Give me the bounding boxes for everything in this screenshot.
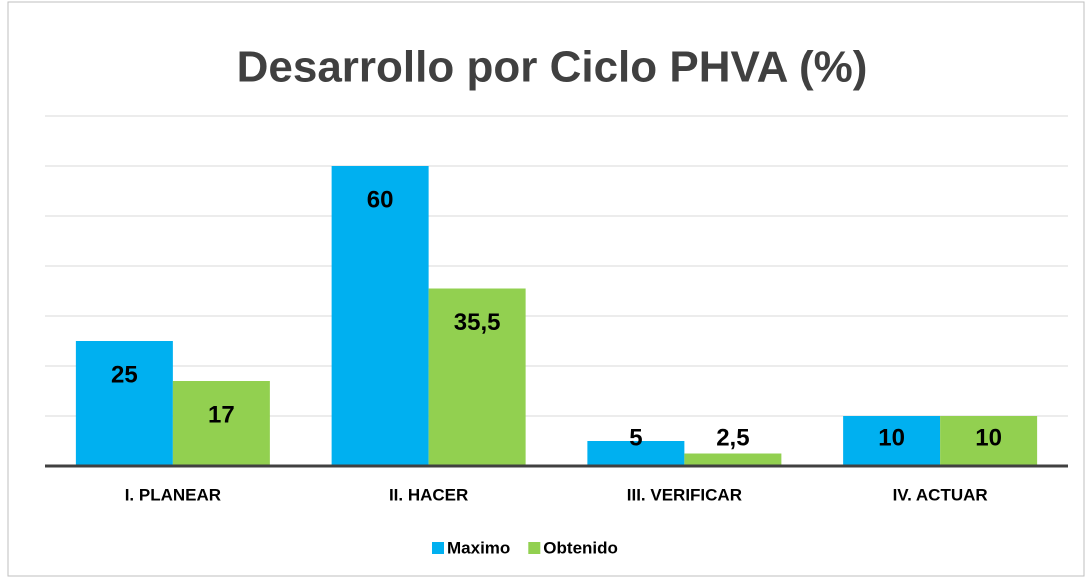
legend-label: Maximo [447, 538, 510, 557]
data-label: 10 [975, 424, 1002, 451]
x-tick-label: II. HACER [389, 485, 468, 504]
data-label: 25 [111, 361, 138, 388]
chart: Desarrollo por Ciclo PHVA (%) I. PLANEAR… [0, 0, 1088, 578]
x-tick-label: IV. ACTUAR [893, 485, 988, 504]
legend-swatch [528, 542, 540, 554]
bar [76, 341, 173, 466]
data-label: 35,5 [454, 309, 501, 336]
data-label: 17 [208, 401, 235, 428]
data-label: 5 [629, 424, 642, 451]
legend-swatch [432, 542, 444, 554]
x-tick-label: I. PLANEAR [125, 485, 221, 504]
x-tick-label: III. VERIFICAR [627, 485, 742, 504]
legend-label: Obtenido [543, 538, 618, 557]
data-label: 60 [367, 186, 394, 213]
chart-title: Desarrollo por Ciclo PHVA (%) [237, 43, 868, 92]
data-label: 2,5 [716, 424, 749, 451]
bar [684, 454, 781, 467]
data-label: 10 [878, 424, 905, 451]
